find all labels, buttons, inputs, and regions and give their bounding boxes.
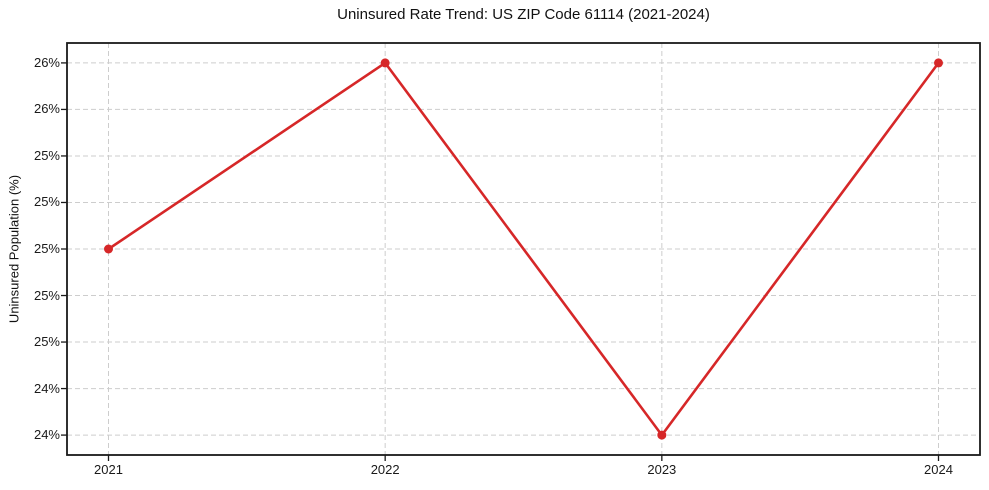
x-tick-label: 2021 — [94, 462, 123, 477]
trend-line — [107, 61, 940, 437]
y-tick-label: 26% — [33, 54, 60, 70]
y-tick-label: 25% — [33, 147, 60, 163]
y-tick-label: 26% — [33, 101, 60, 117]
y-tick-label: 25% — [33, 241, 60, 256]
data-point-2021 — [104, 244, 113, 254]
data-point-2022 — [380, 58, 390, 68]
x-tick-label: 2023 — [647, 462, 677, 477]
x-tick-label: 2024 — [924, 462, 953, 477]
y-tick-label: 25% — [33, 287, 60, 303]
y-tick-label: 25% — [33, 334, 60, 350]
data-point-2023 — [657, 430, 667, 440]
y-tick-label: 24% — [33, 427, 60, 443]
y-tick-label: 25% — [33, 194, 60, 210]
chart-title: Uninsured Rate Trend: US ZIP Code 61114 … — [337, 6, 710, 23]
data-point-2024 — [934, 58, 943, 68]
x-tick-label: 2022 — [370, 462, 400, 477]
y-tick-label: 24% — [33, 380, 60, 396]
